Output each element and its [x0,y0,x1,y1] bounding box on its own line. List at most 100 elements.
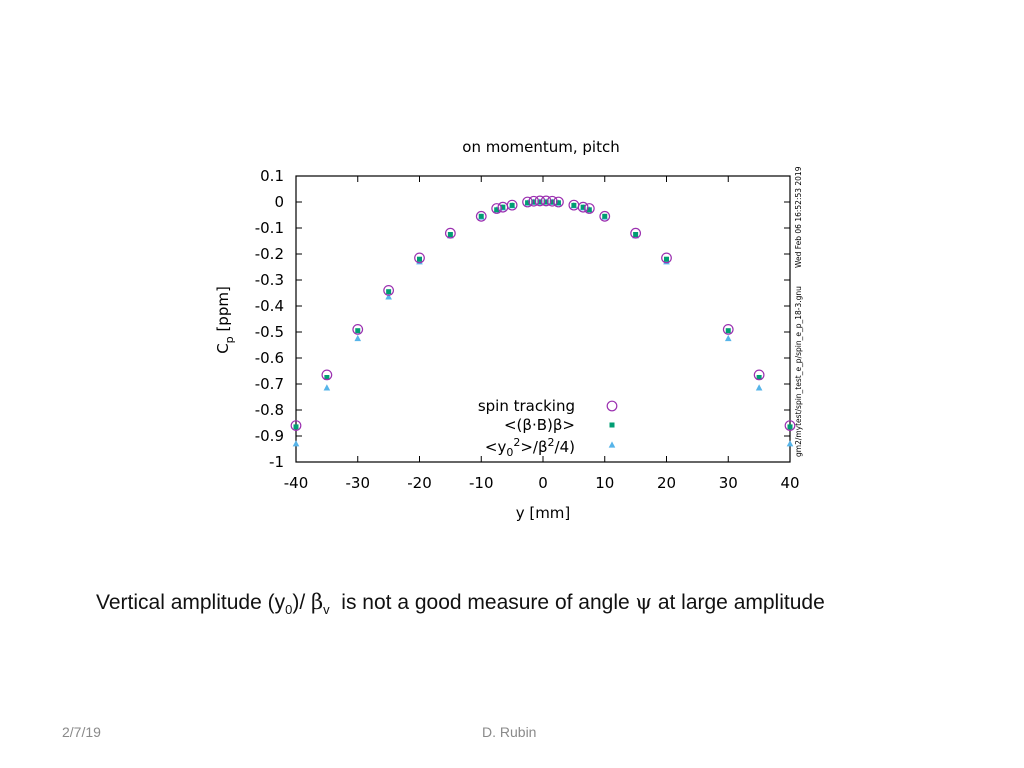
beta-b-point [525,200,531,206]
beta-b-point [787,424,793,430]
y-tick-label: -0.7 [255,375,284,393]
beta-b-point [478,213,484,219]
legend-swatch-y0-sq [608,441,616,448]
y-tick-label: -0.8 [255,401,284,419]
spin-tracking-point [383,285,395,296]
y-axis-label-unit: [ppm] [214,286,232,336]
x-tick-label: -40 [284,474,309,492]
y0-sq-point [755,384,763,391]
beta-b-point [537,199,543,205]
x-tick-label: -10 [469,474,494,492]
y-tick-label: -0.9 [255,427,284,445]
spin-tracking-point [290,420,302,432]
spin-tracking-point [784,420,796,432]
beta-b-point [293,424,299,430]
spin-tracking-point [599,210,611,222]
chart-title: on momentum, pitch [462,138,619,156]
spin-tracking-point [534,195,546,207]
spin-tracking-point [352,324,364,335]
slide-caption: Vertical amplitude (y0)/ βv is not a goo… [96,590,996,617]
chart: on momentum, pitch -40 -30 -20 -10 0 10 20 30 40… [214,138,800,522]
spin-tracking-point [722,324,734,335]
beta-b-point [555,200,561,206]
y0-sq-point [786,440,794,447]
beta-b-point [543,199,549,205]
series-spin-tracking [290,195,796,432]
beta-b-point [602,213,608,219]
y-tick-label: -1 [269,453,284,471]
x-tick-label: 0 [538,474,548,492]
beta-b-point [664,256,669,262]
y-tick-label: -0.5 [255,323,284,341]
y-axis-label: Cp [ppm] [214,286,236,354]
spin-tracking-point [540,195,552,207]
y0-sq-point [354,334,362,342]
beta-b-point [549,199,555,205]
x-tick-label: -30 [346,474,371,492]
y0-sq-point [724,334,732,342]
beta-b-point [417,256,422,262]
y-tick-label: -0.1 [255,219,284,237]
side-note-timestamp: Wed Feb 06 16:52:53 2019 [794,166,803,268]
spin-tracking-point [528,195,540,207]
y-tick-label: -0.4 [255,297,284,315]
x-tick-label: 10 [595,474,614,492]
footer-date: 2/7/19 [62,724,101,740]
beta-b-point [725,328,731,334]
y-tick-label: -0.2 [255,245,284,263]
caption-part1: Vertical amplitude (y [96,591,286,614]
x-tick-label: 20 [657,474,676,492]
series-beta-b [293,199,793,430]
y-tick-label: 0.1 [260,167,284,185]
y-tick-label: -0.6 [255,349,284,367]
x-tick-label: 40 [780,474,799,492]
axes: -40 -30 -20 -10 0 10 20 30 40 0.1 0 -0.1 -0.2 -0.3 -0.… [255,167,800,492]
spin-tracking-point [475,210,487,222]
spin-tracking-point [321,369,333,381]
beta-b-point [756,375,762,380]
beta-b-point [531,199,537,205]
x-tick-label: 30 [719,474,738,492]
data-marks [290,195,796,447]
spin-tracking-point [661,252,672,264]
spin-tracking-point [553,196,564,208]
spin-tracking-point [506,199,518,211]
spin-tracking-point [583,203,595,214]
beta-b-point [355,328,361,334]
caption-beta: β [311,590,324,614]
caption-part3: is not a good measure of angle [329,591,636,614]
gnuplot-side-note: gm2/mytest/spin_test_e_p/spin_e_p_18-3.g… [791,165,803,460]
spin-tracking-point [414,252,425,264]
caption-part4: at large amplitude [651,591,825,614]
beta-b-point [633,232,639,237]
spin-tracking-point [577,201,589,213]
x-tick-label: -20 [407,474,432,492]
y0-sq-point [385,293,392,300]
beta-b-point [386,289,392,295]
y-axis-label-sub: p [223,336,236,343]
caption-psi: ψ [635,590,652,614]
beta-b-point [586,207,592,213]
beta-b-point [447,232,453,237]
y-tick-label: 0 [274,193,284,211]
legend: spin tracking <(β·B)β> <y02>/β2/4) [478,397,618,459]
y0-sq-point [323,384,331,391]
x-axis-label: y [mm] [516,504,571,522]
spin-tracking-point [491,203,503,214]
y0-sq-point [292,440,300,447]
spin-tracking-point [444,227,456,239]
caption-sub1: 0 [285,602,293,618]
spin-tracking-point [546,195,558,207]
caption-sub2: v [323,602,330,618]
y-axis-label-main: C [214,343,232,353]
y-tick-label: -0.3 [255,271,284,289]
legend-swatch-spin-tracking [606,400,618,412]
spin-tracking-point [753,369,765,381]
legend-label-spin-tracking: spin tracking [478,397,575,415]
beta-b-point [509,202,515,208]
spin-tracking-point [522,196,533,208]
spin-tracking-point [630,227,642,239]
caption-part2: )/ [292,591,311,614]
legend-label-y0-sq: <y02>/β2/4) [485,436,575,459]
side-note-filepath: gm2/mytest/spin_test_e_p/spin_e_p_18-3.g… [794,286,803,457]
